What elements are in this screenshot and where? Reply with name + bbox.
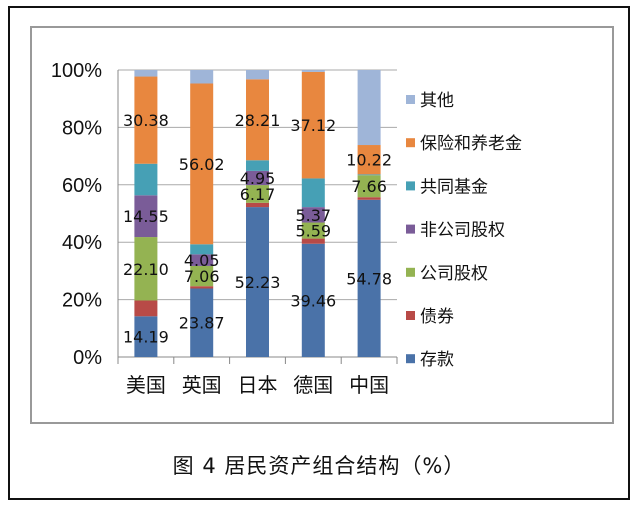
bar-segment bbox=[134, 76, 158, 164]
bar-segment bbox=[301, 70, 325, 72]
y-tick-label: 0% bbox=[73, 347, 102, 369]
x-tick-label: 美国 bbox=[126, 373, 166, 397]
bar-segment bbox=[357, 199, 381, 357]
bar-segment bbox=[357, 174, 381, 176]
data-label: 56.02 bbox=[179, 155, 225, 174]
bar-segment bbox=[134, 163, 158, 196]
bar-segment bbox=[301, 222, 325, 239]
legend-label: 非公司股权 bbox=[420, 221, 505, 241]
data-label: 30.38 bbox=[123, 111, 169, 130]
bar-segment bbox=[301, 243, 325, 357]
legend-swatch bbox=[406, 224, 415, 234]
x-tick-label: 德国 bbox=[293, 373, 333, 397]
data-label: 39.46 bbox=[290, 291, 336, 310]
bar-segment bbox=[357, 175, 381, 198]
bar-segment bbox=[246, 70, 269, 80]
bar-segment bbox=[134, 300, 158, 317]
bar-segment bbox=[134, 316, 158, 357]
data-label: 28.21 bbox=[235, 111, 281, 130]
data-label: 23.87 bbox=[179, 314, 225, 333]
data-label: 5.59 bbox=[295, 222, 331, 241]
legend-label: 存款 bbox=[420, 350, 454, 370]
legend-swatch bbox=[406, 354, 415, 364]
bar-segment bbox=[190, 286, 214, 289]
data-label: 7.66 bbox=[351, 177, 387, 196]
data-label: 5.37 bbox=[295, 206, 331, 225]
data-label: 10.22 bbox=[346, 151, 392, 170]
bar-segment bbox=[134, 237, 158, 301]
y-tick-label: 80% bbox=[62, 117, 102, 139]
x-tick-label: 中国 bbox=[349, 373, 389, 397]
bar-segment bbox=[301, 238, 325, 244]
chart-title: 图 4 居民资产组合结构（%） bbox=[172, 454, 466, 478]
x-tick-label: 英国 bbox=[182, 373, 222, 397]
bar-segment bbox=[190, 70, 214, 84]
bar-segment bbox=[190, 254, 214, 266]
y-tick-label: 60% bbox=[62, 175, 102, 197]
bar-segment bbox=[357, 197, 381, 200]
y-tick-label: 40% bbox=[62, 232, 102, 254]
data-label: 54.78 bbox=[346, 269, 392, 288]
data-label: 14.55 bbox=[123, 207, 169, 226]
bar-segment bbox=[190, 244, 214, 255]
bar-segment bbox=[357, 145, 381, 175]
legend-swatch bbox=[406, 138, 415, 148]
bar-segment bbox=[246, 160, 269, 171]
chart-frame bbox=[30, 26, 614, 424]
data-label: 37.12 bbox=[290, 116, 336, 135]
data-label: 14.19 bbox=[123, 328, 169, 347]
bar-segment bbox=[190, 83, 214, 245]
legend-swatch bbox=[406, 95, 415, 104]
data-label: 52.23 bbox=[235, 273, 281, 292]
bar-segment bbox=[246, 207, 269, 357]
bar-segment bbox=[134, 195, 158, 238]
bar-segment bbox=[301, 178, 325, 208]
bar-segment bbox=[357, 70, 381, 146]
bar-segment bbox=[190, 288, 214, 357]
x-tick-label: 日本 bbox=[238, 373, 278, 397]
legend-swatch bbox=[406, 267, 415, 277]
y-tick-label: 20% bbox=[62, 290, 102, 312]
legend-label: 债券 bbox=[420, 307, 454, 327]
bar-segment bbox=[246, 79, 269, 161]
data-label: 7.06 bbox=[184, 267, 220, 286]
bar-segment bbox=[190, 265, 214, 287]
legend-label: 其他 bbox=[420, 91, 454, 111]
legend-swatch bbox=[406, 311, 415, 320]
data-label: 4.05 bbox=[184, 251, 220, 270]
bar-segment bbox=[246, 202, 269, 208]
bar-segment bbox=[301, 207, 325, 223]
legend-label: 共同基金 bbox=[420, 177, 488, 197]
bar-segment bbox=[301, 71, 325, 179]
y-tick-label: 100% bbox=[51, 60, 102, 82]
figure-frame bbox=[8, 6, 630, 500]
legend-swatch bbox=[406, 181, 415, 191]
legend-label: 保险和养老金 bbox=[420, 134, 522, 154]
legend-label: 公司股权 bbox=[420, 264, 488, 284]
bar-segment bbox=[246, 185, 269, 203]
bar-segment bbox=[134, 70, 158, 77]
data-label: 4.95 bbox=[240, 169, 276, 188]
data-label: 22.10 bbox=[123, 260, 169, 279]
data-label: 6.17 bbox=[240, 185, 276, 204]
bar-segment bbox=[246, 170, 269, 186]
